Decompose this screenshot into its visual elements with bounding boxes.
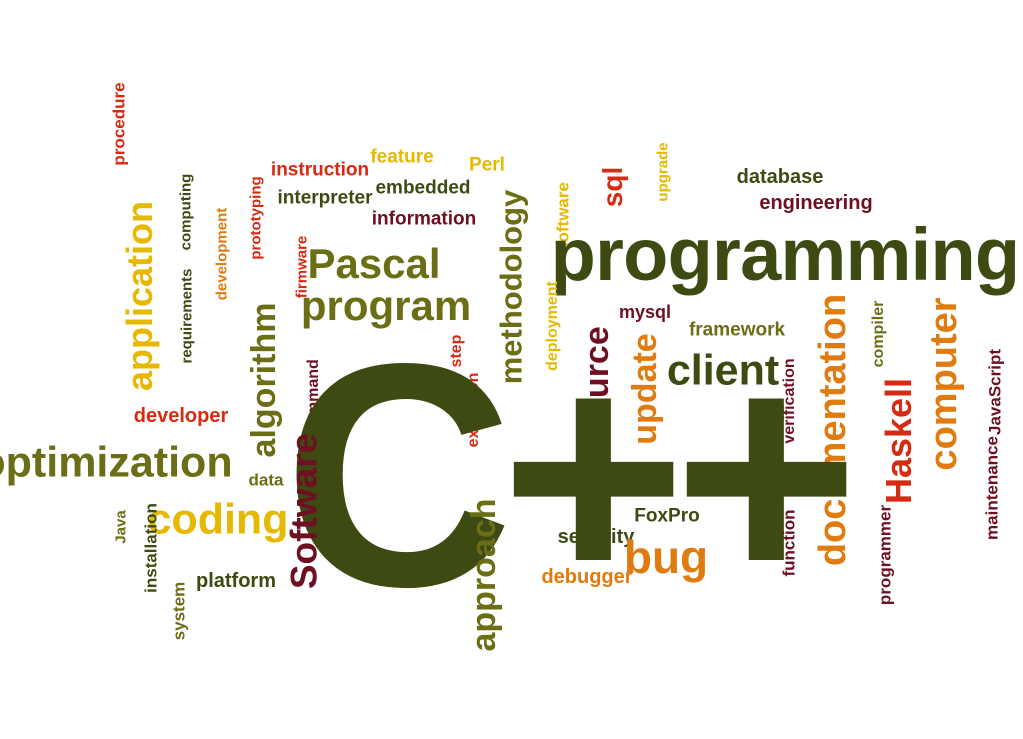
- word-installation: installation: [141, 503, 161, 593]
- word-haskell: Haskell: [878, 377, 919, 505]
- word-security: security: [557, 526, 635, 548]
- word-computer: computer: [923, 297, 965, 471]
- word-javascript: JavaScript: [985, 349, 1005, 435]
- word-upgrade: upgrade: [654, 142, 672, 202]
- word-platform: platform: [196, 570, 276, 592]
- word-prototyping: prototyping: [247, 176, 265, 260]
- word-compiler: compiler: [870, 300, 887, 368]
- word-function: function: [779, 509, 799, 577]
- word-client: client: [666, 346, 780, 395]
- word-development: development: [213, 207, 231, 301]
- word-perl: Perl: [469, 154, 505, 176]
- word-program: program: [300, 282, 472, 329]
- word-sql: sql: [597, 166, 628, 208]
- word-debugger: debugger: [541, 566, 633, 588]
- word-information: information: [371, 208, 477, 230]
- word-programming: programming: [550, 213, 1021, 296]
- word-embedded: embedded: [375, 177, 471, 199]
- word-data: data: [248, 470, 284, 490]
- word-cpp: C++: [283, 298, 860, 653]
- word-instruction: instruction: [270, 159, 370, 181]
- word-engineering: engineering: [759, 192, 873, 214]
- word-database: database: [736, 166, 824, 188]
- word-feature: feature: [370, 146, 434, 168]
- word-pascal: Pascal: [307, 240, 441, 287]
- word-approach: approach: [465, 498, 503, 652]
- word-framework: framework: [688, 319, 786, 341]
- word-optimization: optimization: [0, 438, 233, 487]
- word-developer: developer: [133, 405, 229, 427]
- word-java: Java: [112, 510, 130, 544]
- word-coding: coding: [147, 495, 289, 544]
- word-procedure: procedure: [109, 82, 129, 166]
- word-mysql: mysql: [618, 302, 672, 322]
- word-maintenance: maintenance: [982, 436, 1002, 540]
- word-bug: bug: [623, 531, 709, 583]
- word-interpreter: interpreter: [277, 187, 373, 209]
- word-software-big: Software: [283, 432, 325, 590]
- word-requirements: requirements: [178, 268, 196, 364]
- word-application: application: [119, 200, 160, 392]
- word-system: system: [169, 581, 189, 641]
- word-programmer: programmer: [875, 504, 895, 606]
- word-foxpro: FoxPro: [634, 505, 700, 527]
- word-algorithm: algorithm: [245, 302, 283, 458]
- word-computing: computing: [177, 173, 195, 251]
